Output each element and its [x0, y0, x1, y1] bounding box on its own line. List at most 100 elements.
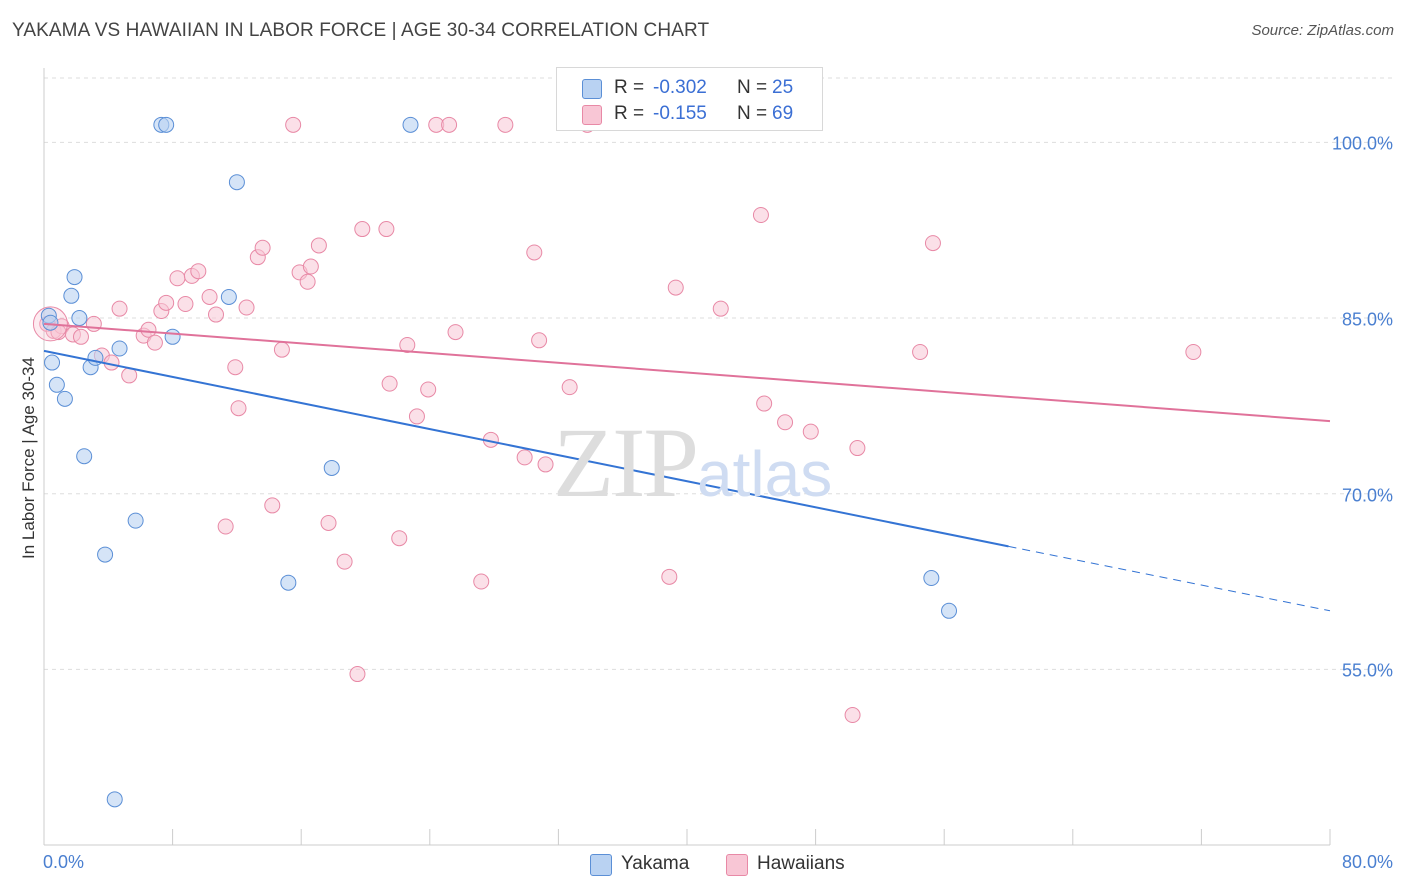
- axis-layer: [43, 68, 1331, 846]
- yakama-point: [97, 546, 114, 563]
- hawaiians-point: [1185, 344, 1202, 361]
- hawaiians-swatch: [582, 105, 602, 125]
- hawaiians-point: [473, 573, 490, 590]
- hawaiians-trend-line: [43, 322, 1331, 423]
- hawaiians-point: [238, 299, 255, 316]
- chart-title: YAKAMA VS HAWAIIAN IN LABOR FORCE | AGE …: [12, 20, 710, 41]
- hawaiians-point: [408, 408, 425, 425]
- trend-lines: [43, 322, 1331, 612]
- hawaiians-point: [802, 423, 819, 440]
- yakama-point: [923, 570, 940, 587]
- hawaiians-point: [924, 235, 941, 252]
- hawaiians-point: [227, 359, 244, 376]
- hawaiians-point: [531, 332, 548, 349]
- hawaiians-point: [169, 270, 186, 287]
- hawaiians-point: [299, 273, 316, 290]
- hawaiians-point: [447, 324, 464, 341]
- stats-row-yakama: R = -0.302 N = 25: [557, 76, 822, 102]
- hawaiians-point: [844, 707, 861, 724]
- hawaiians-series: [32, 116, 1202, 724]
- hawaiians-point: [777, 414, 794, 431]
- watermark: ZIPatlas: [553, 405, 832, 520]
- y-tick-label: 70.0%: [1341, 485, 1393, 506]
- yakama-point: [402, 116, 419, 133]
- hawaiians-point: [354, 221, 371, 238]
- hawaiians-point: [752, 207, 769, 224]
- hawaiians-point: [190, 263, 207, 280]
- hawaiians-point: [661, 568, 678, 585]
- yakama-point: [111, 340, 128, 357]
- y-axis-label: In Labor Force | Age 30-34: [19, 357, 38, 559]
- yakama-point: [48, 376, 65, 393]
- r-label: R =: [614, 77, 645, 98]
- hawaiians-point: [158, 294, 175, 311]
- legend: Yakama Hawaiians: [0, 852, 1406, 878]
- y-tick-label: 85.0%: [1341, 309, 1393, 330]
- hawaiians-point: [712, 300, 729, 317]
- yakama-point: [56, 390, 73, 407]
- yakama-point: [941, 602, 958, 619]
- hawaiians-point: [391, 530, 408, 547]
- stats-row-hawaiians: R = -0.155 N = 69: [557, 102, 822, 128]
- r-label: R =: [614, 103, 645, 124]
- hawaiians-point: [264, 497, 281, 514]
- hawaiians-point: [399, 336, 416, 353]
- yakama-trend-line: [43, 349, 1009, 548]
- hawaiians-point: [72, 328, 89, 345]
- yakama-point: [66, 269, 83, 286]
- hawaiians-point: [537, 456, 554, 473]
- n-value: 25: [772, 77, 794, 98]
- hawaiians-point: [273, 341, 290, 358]
- source-label: Source: ZipAtlas.com: [1251, 22, 1394, 39]
- legend-hawaiians-swatch: [726, 854, 748, 876]
- hawaiians-point: [349, 666, 366, 683]
- hawaiians-point: [111, 300, 128, 317]
- yakama-swatch: [582, 79, 602, 99]
- legend-hawaiians-label: Hawaiians: [757, 853, 845, 874]
- yakama-point: [127, 512, 144, 529]
- legend-yakama-label: Yakama: [621, 853, 690, 874]
- hawaiians-point: [849, 440, 866, 457]
- hawaiians-point: [310, 237, 327, 254]
- hawaiians-point: [420, 381, 437, 398]
- yakama-point: [106, 791, 123, 808]
- yakama-point: [158, 116, 175, 133]
- yakama-point: [71, 310, 88, 327]
- hawaiians-point: [302, 258, 319, 275]
- hawaiians-point: [140, 321, 157, 338]
- hawaiians-point: [85, 315, 102, 332]
- watermark-zip: ZIP: [553, 407, 699, 518]
- hawaiians-point: [230, 400, 247, 417]
- hawaiians-point: [285, 116, 302, 133]
- yakama-point: [220, 288, 237, 305]
- hawaiians-point: [441, 116, 458, 133]
- hawaiians-point: [497, 116, 514, 133]
- hawaiians-point: [336, 553, 353, 570]
- hawaiians-point: [381, 375, 398, 392]
- hawaiians-point: [526, 244, 543, 261]
- y-tick-label: 55.0%: [1341, 660, 1393, 681]
- hawaiians-point: [516, 449, 533, 466]
- n-label: N =: [737, 103, 768, 124]
- r-value: -0.155: [653, 103, 707, 124]
- yakama-point: [63, 287, 80, 304]
- yakama-point: [76, 448, 93, 465]
- grid-layer: [44, 77, 1395, 670]
- n-value: 69: [772, 103, 794, 124]
- hawaiians-point: [667, 279, 684, 296]
- n-label: N =: [737, 77, 768, 98]
- hawaiians-point: [756, 395, 773, 412]
- hawaiians-point: [217, 518, 234, 535]
- stats-box: R = -0.302 N = 25 R = -0.155 N = 69: [556, 67, 823, 131]
- legend-yakama-swatch: [590, 854, 612, 876]
- yakama-point: [323, 459, 340, 476]
- hawaiians-point: [254, 239, 271, 256]
- hawaiians-point: [146, 334, 163, 351]
- y-tick-label: 100.0%: [1331, 133, 1393, 154]
- hawaiians-point: [201, 288, 218, 305]
- hawaiians-point: [320, 514, 337, 531]
- hawaiians-point: [177, 296, 194, 313]
- r-value: -0.302: [653, 77, 707, 98]
- yakama-series: [40, 116, 958, 808]
